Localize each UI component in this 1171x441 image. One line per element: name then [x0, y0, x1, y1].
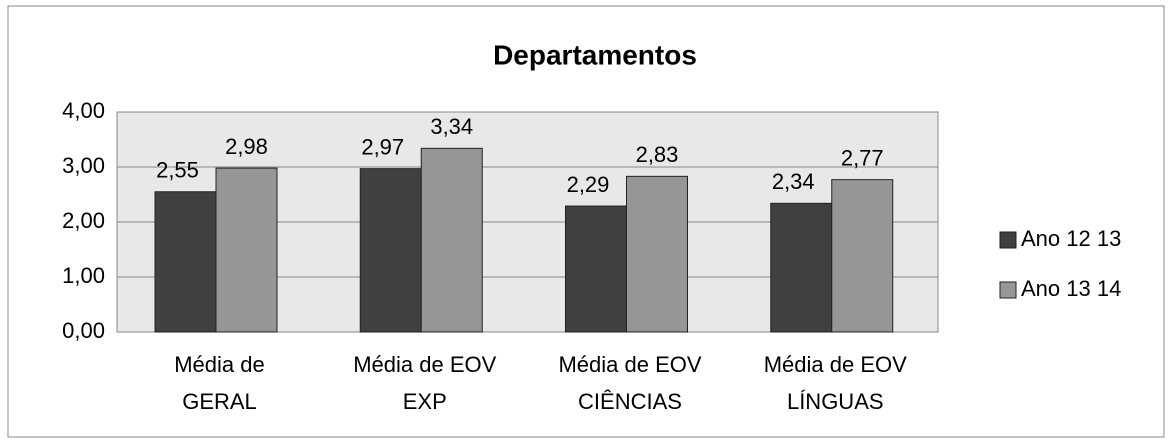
- bar: [831, 179, 894, 333]
- value-label: 2,97: [361, 134, 404, 159]
- value-label: 2,83: [636, 142, 679, 167]
- value-label: 2,98: [225, 134, 268, 159]
- bar: [420, 147, 483, 333]
- legend-swatch: [999, 231, 1017, 249]
- value-label: 2,34: [772, 169, 815, 194]
- y-tick-label: 2,00: [62, 208, 105, 233]
- bar: [626, 175, 688, 333]
- y-tick-label: 4,00: [62, 98, 105, 123]
- value-label: 2,29: [567, 172, 610, 197]
- y-tick-label: 1,00: [62, 263, 105, 288]
- legend-label: Ano 12 13: [1021, 226, 1121, 251]
- y-tick-label: 0,00: [62, 318, 105, 343]
- x-tick-label: Média de EOV CIÊNCIAS: [558, 352, 702, 414]
- bar: [565, 205, 627, 333]
- x-tick-label: Média de EOV EXP: [353, 352, 497, 414]
- x-tick-label: Média de EOV LÍNGUAS: [763, 352, 907, 414]
- bar: [215, 167, 278, 333]
- value-label: 2,77: [841, 145, 884, 170]
- legend-swatch: [999, 281, 1017, 299]
- bar: [770, 202, 833, 333]
- value-label: 3,34: [430, 114, 473, 139]
- chart-title: Departamentos: [493, 39, 697, 70]
- bar: [359, 168, 422, 333]
- legend-label: Ano 13 14: [1021, 276, 1121, 301]
- bar: [154, 191, 217, 333]
- value-label: 2,55: [156, 158, 199, 183]
- y-tick-label: 3,00: [62, 153, 105, 178]
- x-tick-label: Média de GERAL: [174, 352, 265, 414]
